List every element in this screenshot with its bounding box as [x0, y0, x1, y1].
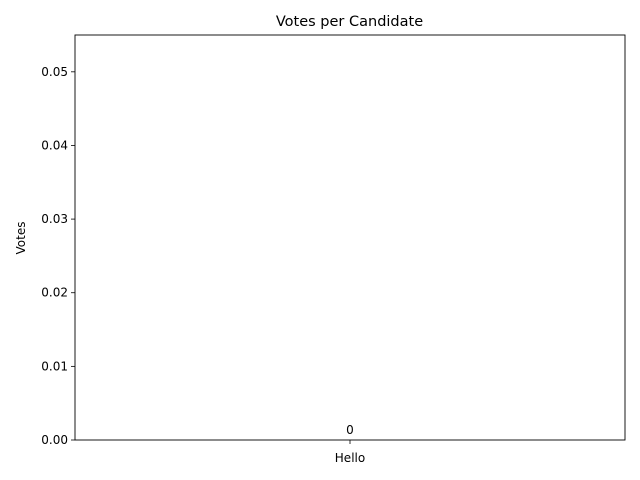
bar-data-label: 0 [346, 423, 354, 437]
y-axis-label: Votes [14, 222, 28, 255]
y-tick-label: 0.05 [41, 65, 68, 79]
plot-area-frame [74, 34, 626, 441]
y-tick-label: 0.00 [41, 433, 68, 447]
bar-data-labels: 0 [346, 423, 354, 437]
y-tick-label: 0.02 [41, 286, 68, 300]
y-axis-ticks: 0.00 0.01 0.02 0.03 0.04 0.05 [41, 65, 75, 447]
x-tick-label: Hello [335, 451, 365, 465]
y-tick-label: 0.01 [41, 359, 68, 373]
chart-title: Votes per Candidate [276, 14, 423, 30]
y-tick-label: 0.04 [41, 138, 68, 152]
x-axis-ticks: Hello [335, 440, 365, 465]
y-tick-label: 0.03 [41, 212, 68, 226]
